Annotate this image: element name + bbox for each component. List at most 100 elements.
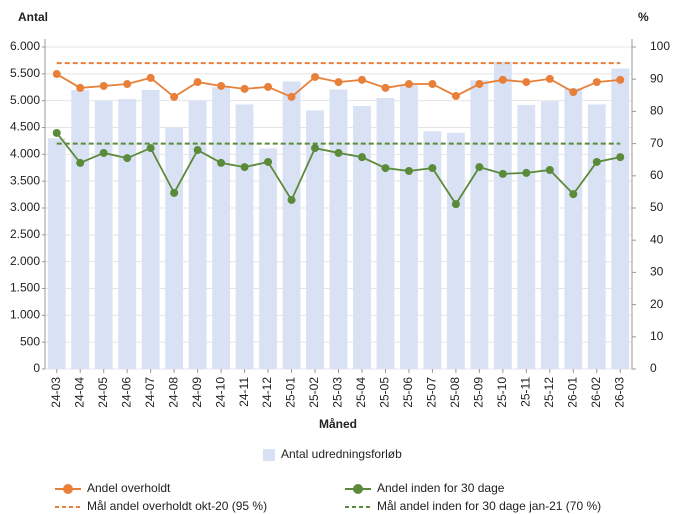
point (123, 154, 132, 163)
bar (540, 101, 559, 369)
y2-tick-label: 100 (650, 39, 670, 53)
point (569, 190, 578, 199)
bar (517, 104, 536, 370)
point (287, 92, 296, 101)
x-tick-label: 25-12 (542, 377, 556, 408)
y2-tick-label: 90 (650, 71, 664, 85)
x-tick-label: 25-03 (331, 377, 345, 408)
y2-tick-label: 80 (650, 104, 664, 118)
y-tick-label: 6.000 (10, 39, 40, 53)
point (76, 158, 85, 167)
x-tick-label: 25-11 (519, 377, 533, 407)
y-tick-label: 500 (20, 334, 40, 348)
y2-tick-label: 70 (650, 136, 664, 150)
x-tick-label: 24-05 (96, 377, 110, 408)
y-tick-label: 3.000 (10, 200, 40, 214)
bar (235, 104, 254, 369)
y-tick-label: 1.000 (10, 308, 40, 322)
x-tick-label: 26-02 (589, 377, 603, 408)
point (52, 128, 61, 137)
point (498, 169, 507, 178)
y-tick-label: 4.000 (10, 147, 40, 161)
point (287, 195, 296, 204)
point (451, 200, 460, 209)
point (334, 148, 343, 157)
x-tick-label: 24-10 (213, 377, 227, 408)
y2-tick-label: 60 (650, 168, 664, 182)
point (264, 157, 273, 166)
point (381, 83, 390, 92)
legend-swatch (263, 449, 275, 461)
point (240, 163, 249, 172)
point (475, 163, 484, 172)
bar (376, 97, 395, 369)
point (522, 168, 531, 177)
bar (212, 87, 231, 369)
bar (141, 89, 160, 369)
point (451, 91, 460, 100)
y2-tick-label: 0 (650, 361, 657, 375)
legend-label: Mål andel inden for 30 dage jan-21 (70 %… (377, 499, 601, 513)
x-tick-label: 25-04 (354, 377, 368, 408)
x-tick-label: 24-04 (72, 377, 86, 408)
bar (564, 88, 583, 369)
x-tick-label: 25-02 (307, 377, 321, 408)
point (616, 75, 625, 84)
bar (587, 104, 606, 369)
y2-tick-label: 50 (650, 200, 664, 214)
bar (329, 89, 348, 369)
y2-tick-label: 30 (650, 265, 664, 279)
point (123, 80, 132, 89)
y-tick-label: 1.500 (10, 281, 40, 295)
point (428, 80, 437, 89)
point (193, 146, 202, 155)
point (170, 188, 179, 197)
point (428, 164, 437, 173)
x-tick-label: 24-12 (260, 377, 274, 408)
y-tick-label: 5.500 (10, 66, 40, 80)
bar (188, 100, 207, 370)
point (334, 78, 343, 87)
x-tick-label: 25-05 (378, 377, 392, 408)
point (193, 78, 202, 87)
y2-tick-label: 40 (650, 232, 664, 246)
point (217, 158, 226, 167)
x-tick-label: 24-11 (237, 377, 251, 407)
point (217, 81, 226, 90)
bar (71, 89, 90, 369)
legend-label: Mål andel overholdt okt-20 (95 %) (87, 499, 267, 513)
point (545, 74, 554, 83)
bar (470, 80, 489, 370)
bar (118, 99, 137, 369)
point (498, 75, 507, 84)
point (76, 83, 85, 92)
bar (94, 100, 113, 370)
legend-label: Andel inden for 30 dage (377, 481, 505, 495)
point (545, 166, 554, 175)
x-tick-label: 26-03 (612, 377, 626, 408)
legend-label: Andel overholdt (87, 481, 171, 495)
point (99, 81, 108, 90)
x-tick-label: 25-10 (495, 377, 509, 408)
x-tick-label: 25-01 (284, 377, 298, 408)
point (475, 80, 484, 89)
legend-label: Antal udredningsforløb (281, 447, 402, 461)
point (592, 78, 601, 87)
bar (611, 68, 630, 369)
legend-marker (353, 484, 363, 494)
point (404, 166, 413, 175)
y2-tick-label: 20 (650, 297, 664, 311)
point (357, 75, 366, 84)
point (404, 80, 413, 89)
bar (282, 81, 301, 369)
x-tick-label: 25-08 (448, 377, 462, 408)
bar (400, 85, 418, 369)
x-tick-label: 25-07 (425, 377, 439, 408)
y-tick-label: 2.500 (10, 227, 40, 241)
y-tick-label: 0 (33, 361, 40, 375)
bar (493, 62, 512, 369)
y-tick-label: 5.000 (10, 93, 40, 107)
y-tick-label: 2.000 (10, 254, 40, 268)
